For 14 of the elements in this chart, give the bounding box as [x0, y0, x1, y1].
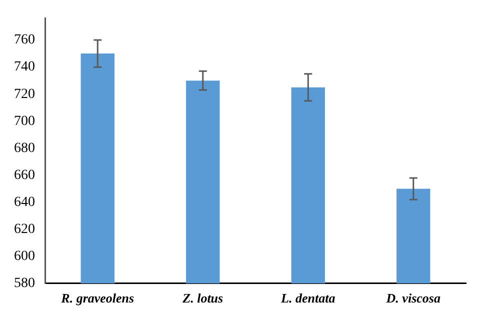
x-tick-label: D. viscosa [385, 290, 441, 306]
y-tick-label: 680 [14, 140, 35, 156]
y-tick-label: 600 [14, 249, 35, 264]
y-tick-label: 720 [14, 86, 35, 102]
x-tick-label: L. dentata [280, 290, 336, 306]
y-tick-label: 580 [14, 276, 35, 292]
y-tick-label: 660 [14, 168, 35, 183]
y-tick-label: 620 [14, 222, 35, 237]
y-tick-label: 740 [14, 60, 35, 75]
y-tick-label: 640 [14, 194, 35, 210]
y-tick-label: 700 [14, 114, 35, 129]
x-tick-label: Z. lotus [182, 290, 224, 306]
y-tick-label: 760 [14, 32, 35, 48]
x-tick-label: R. graveolens [60, 290, 134, 306]
